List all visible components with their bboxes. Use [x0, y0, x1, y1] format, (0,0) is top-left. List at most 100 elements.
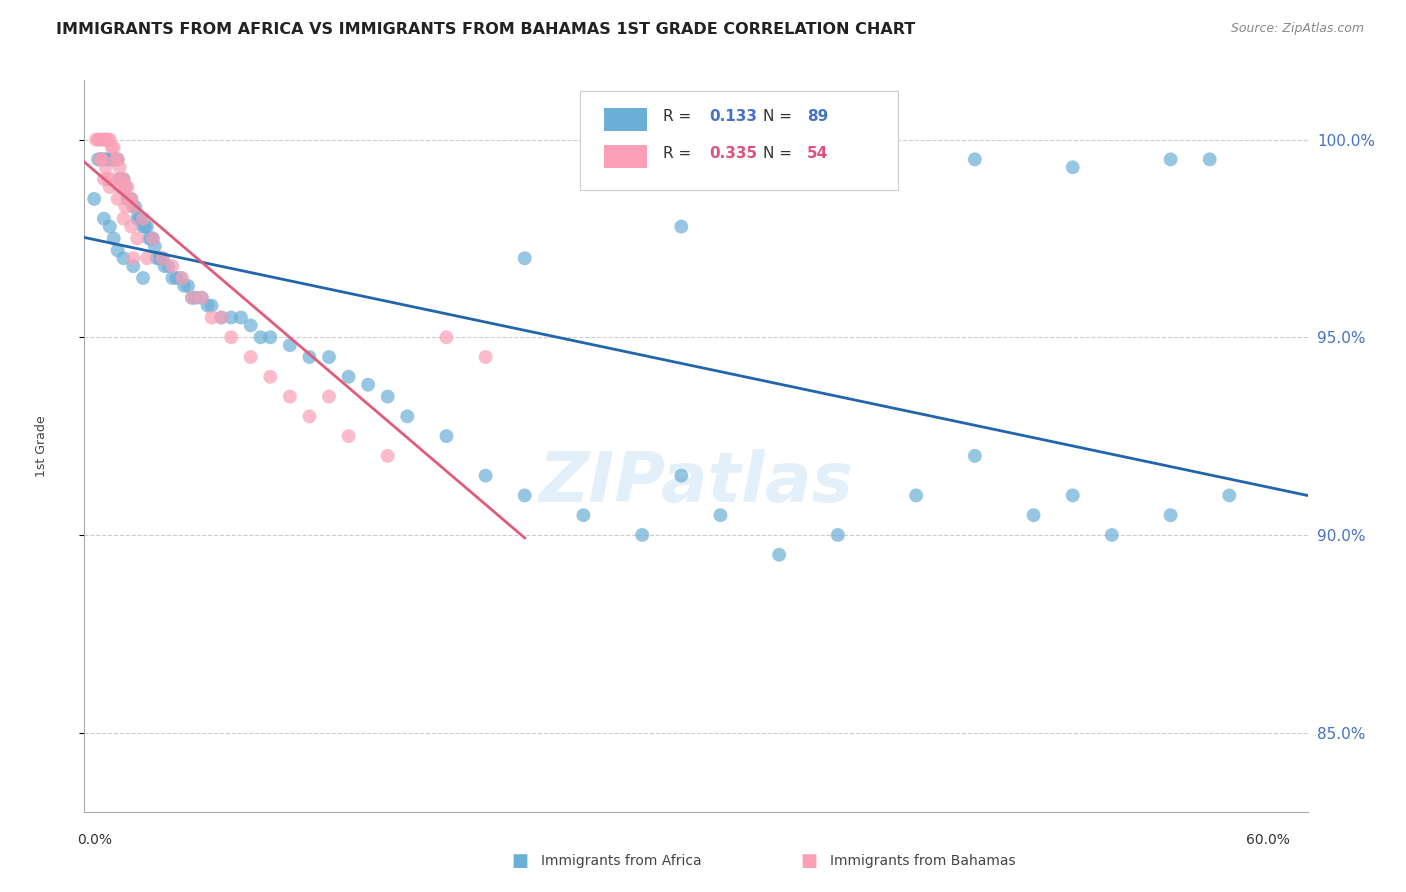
Point	[173, 278, 195, 293]
Point	[136, 219, 159, 234]
Point	[146, 251, 169, 265]
Point	[84, 132, 107, 146]
Point	[149, 251, 172, 265]
Point	[108, 180, 131, 194]
Text: 0.335: 0.335	[710, 146, 758, 161]
Point	[112, 172, 135, 186]
Point	[100, 172, 122, 186]
Point	[337, 369, 360, 384]
FancyBboxPatch shape	[605, 108, 647, 131]
Point	[118, 192, 141, 206]
Point	[107, 244, 129, 258]
Point	[138, 231, 160, 245]
Text: 0.0%: 0.0%	[77, 833, 111, 847]
Point	[100, 140, 122, 154]
FancyBboxPatch shape	[605, 145, 647, 168]
Point	[93, 172, 115, 186]
Point	[107, 153, 129, 167]
Text: 0.133: 0.133	[710, 110, 758, 124]
Point	[120, 219, 142, 234]
Point	[513, 488, 536, 502]
Point	[112, 172, 135, 186]
Point	[768, 548, 790, 562]
Text: 89: 89	[807, 110, 828, 124]
Point	[117, 192, 139, 206]
Point	[209, 310, 232, 325]
Text: Immigrants from Bahamas: Immigrants from Bahamas	[830, 854, 1015, 868]
Point	[87, 132, 110, 146]
Point	[91, 132, 114, 146]
Point	[114, 200, 136, 214]
Text: ■: ■	[800, 852, 817, 870]
Point	[122, 200, 145, 214]
Point	[169, 271, 191, 285]
Point	[152, 251, 174, 265]
Point	[298, 409, 321, 424]
Point	[191, 291, 214, 305]
Point	[1160, 153, 1182, 167]
Point	[104, 153, 127, 167]
Point	[103, 140, 125, 154]
Point	[219, 330, 242, 344]
Text: R =: R =	[664, 110, 696, 124]
Point	[148, 251, 170, 265]
Point	[93, 211, 115, 226]
Point	[963, 449, 986, 463]
Point	[631, 528, 654, 542]
Text: 54: 54	[807, 146, 828, 161]
Text: N =: N =	[763, 110, 797, 124]
Point	[259, 369, 281, 384]
Text: 60.0%: 60.0%	[1247, 833, 1291, 847]
Point	[107, 153, 129, 167]
Point	[219, 310, 242, 325]
Point	[98, 153, 121, 167]
Point	[1198, 153, 1220, 167]
Text: N =: N =	[763, 146, 797, 161]
Point	[114, 180, 136, 194]
Point	[110, 172, 132, 186]
Point	[157, 259, 180, 273]
Point	[177, 278, 200, 293]
Point	[97, 172, 120, 186]
Text: Immigrants from Africa: Immigrants from Africa	[541, 854, 702, 868]
Text: ZIPatlas: ZIPatlas	[538, 449, 853, 516]
Point	[377, 449, 399, 463]
Point	[122, 200, 145, 214]
Point	[259, 330, 281, 344]
Point	[153, 259, 176, 273]
Point	[1022, 508, 1045, 523]
Point	[239, 318, 262, 333]
Point	[474, 468, 496, 483]
Point	[132, 271, 155, 285]
Point	[513, 251, 536, 265]
Point	[112, 251, 135, 265]
Point	[94, 153, 117, 167]
Point	[114, 180, 136, 194]
Point	[94, 161, 117, 175]
Point	[827, 528, 849, 542]
Point	[98, 219, 121, 234]
Point	[172, 271, 194, 285]
Point	[93, 153, 115, 167]
Text: IMMIGRANTS FROM AFRICA VS IMMIGRANTS FROM BAHAMAS 1ST GRADE CORRELATION CHART: IMMIGRANTS FROM AFRICA VS IMMIGRANTS FRO…	[56, 22, 915, 37]
Point	[572, 508, 595, 523]
Point	[120, 192, 142, 206]
Point	[1101, 528, 1123, 542]
Point	[91, 153, 114, 167]
Point	[120, 192, 142, 206]
Point	[94, 132, 117, 146]
Point	[191, 291, 214, 305]
Point	[436, 330, 458, 344]
Point	[905, 488, 928, 502]
Point	[124, 200, 146, 214]
Point	[278, 338, 301, 352]
Point	[89, 153, 111, 167]
Point	[1062, 161, 1084, 175]
Point	[318, 390, 340, 404]
Point	[132, 219, 155, 234]
Point	[142, 231, 165, 245]
Point	[184, 291, 207, 305]
Text: ■: ■	[512, 852, 529, 870]
Point	[104, 153, 127, 167]
Point	[249, 330, 271, 344]
